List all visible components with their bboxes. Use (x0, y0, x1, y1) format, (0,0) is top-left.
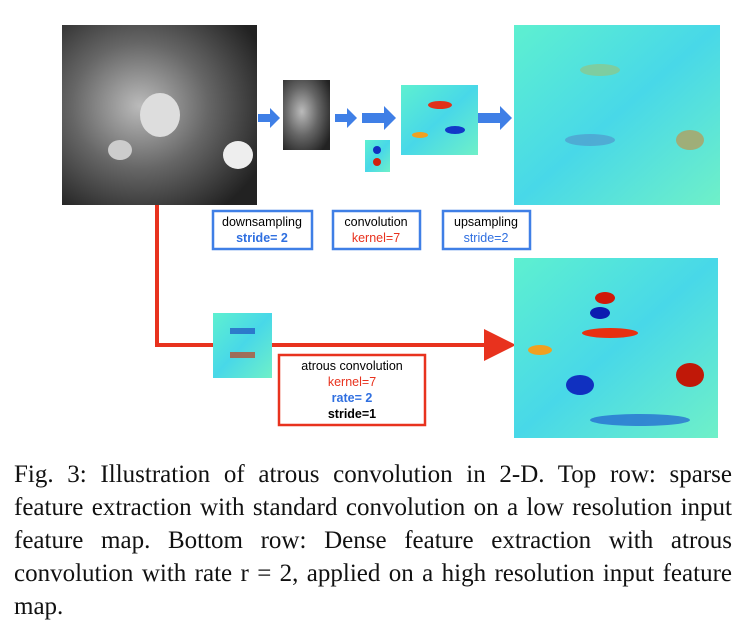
image-detail (108, 140, 132, 160)
arrows (258, 106, 512, 130)
box-param: rate= 2 (332, 391, 373, 405)
map-detail (676, 130, 704, 150)
upsampled-feature-map (514, 25, 720, 205)
map-detail (565, 134, 615, 146)
conv-feature-map (401, 85, 478, 155)
map-detail (676, 363, 704, 387)
box (211, 209, 314, 251)
map-detail (528, 345, 552, 355)
map-detail (582, 328, 638, 338)
box-param: kernel=7 (352, 231, 400, 245)
map-detail (580, 64, 620, 76)
atrous-kernel-image (213, 313, 272, 378)
map-detail (566, 375, 594, 395)
map-detail (445, 126, 465, 134)
box-title: upsampling (454, 215, 518, 229)
kernel-detail (373, 158, 381, 166)
box (441, 209, 532, 251)
box-title: convolution (344, 215, 407, 229)
map-detail (590, 414, 690, 426)
box-title: atrous convolution (301, 359, 403, 373)
box-param: kernel=7 (328, 375, 376, 389)
kernel-detail (373, 146, 381, 154)
map-detail (412, 132, 428, 138)
kernel-detail (230, 352, 255, 358)
box-param: stride= 2 (236, 231, 288, 245)
box-param: stride=2 (464, 231, 509, 245)
box (277, 353, 427, 427)
box (331, 209, 422, 251)
caption: Fig. 3: Illustration of atrous convoluti… (14, 461, 732, 620)
map-detail (590, 307, 610, 319)
map-detail (595, 292, 615, 304)
image-detail (223, 141, 253, 169)
map-detail (428, 101, 452, 109)
box-param: stride=1 (328, 407, 376, 421)
box-title: downsampling (222, 215, 302, 229)
kernel-image (365, 140, 390, 172)
image-detail (140, 93, 180, 137)
figure: downsampling stride= 2 convolution kerne… (62, 25, 720, 438)
downsampled-image (283, 80, 330, 150)
kernel-detail (230, 328, 255, 334)
red-arrow (155, 205, 516, 361)
